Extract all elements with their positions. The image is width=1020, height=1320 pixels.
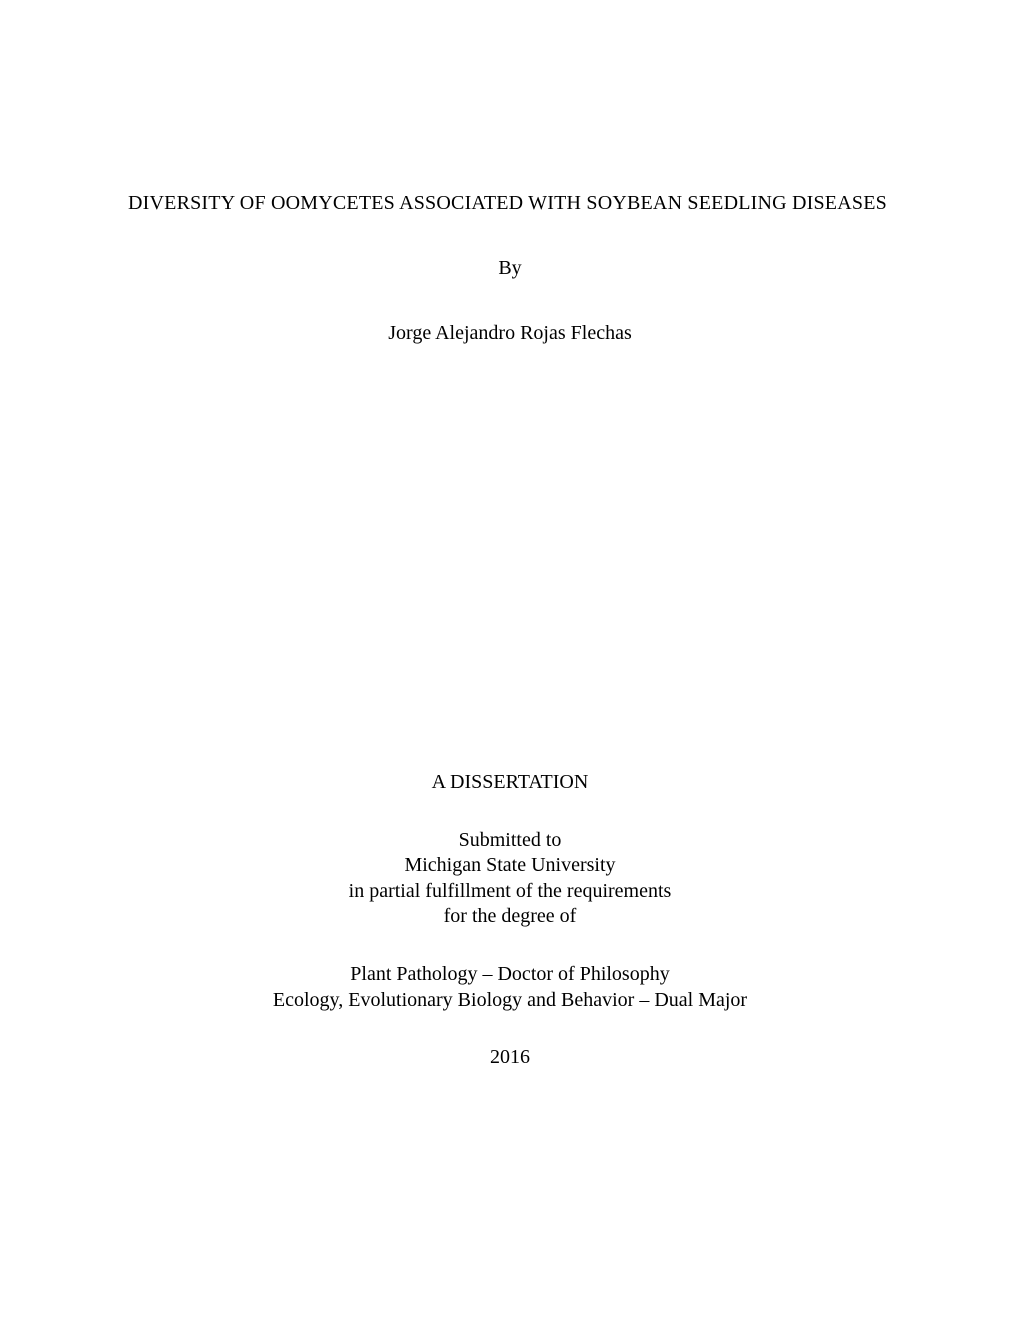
submission-line: in partial fulfillment of the requiremen… <box>0 879 1020 905</box>
submission-line: Michigan State University <box>0 853 1020 879</box>
lower-block: A DISSERTATION Submitted to Michigan Sta… <box>0 770 1020 1071</box>
program-line: Ecology, Evolutionary Biology and Behavi… <box>0 988 1020 1014</box>
dissertation-title: DIVERSITY OF OOMYCETES ASSOCIATED WITH S… <box>128 192 892 215</box>
author-name: Jorge Alejandro Rojas Flechas <box>128 322 892 345</box>
submission-line: for the degree of <box>0 904 1020 930</box>
submission-line: Submitted to <box>0 828 1020 854</box>
document-type: A DISSERTATION <box>0 770 1020 796</box>
programs-block: Plant Pathology – Doctor of Philosophy E… <box>0 962 1020 1013</box>
byline: By <box>128 257 892 280</box>
program-line: Plant Pathology – Doctor of Philosophy <box>0 962 1020 988</box>
dissertation-title-page: DIVERSITY OF OOMYCETES ASSOCIATED WITH S… <box>0 0 1020 1320</box>
year: 2016 <box>0 1045 1020 1071</box>
submission-block: Submitted to Michigan State University i… <box>0 828 1020 930</box>
